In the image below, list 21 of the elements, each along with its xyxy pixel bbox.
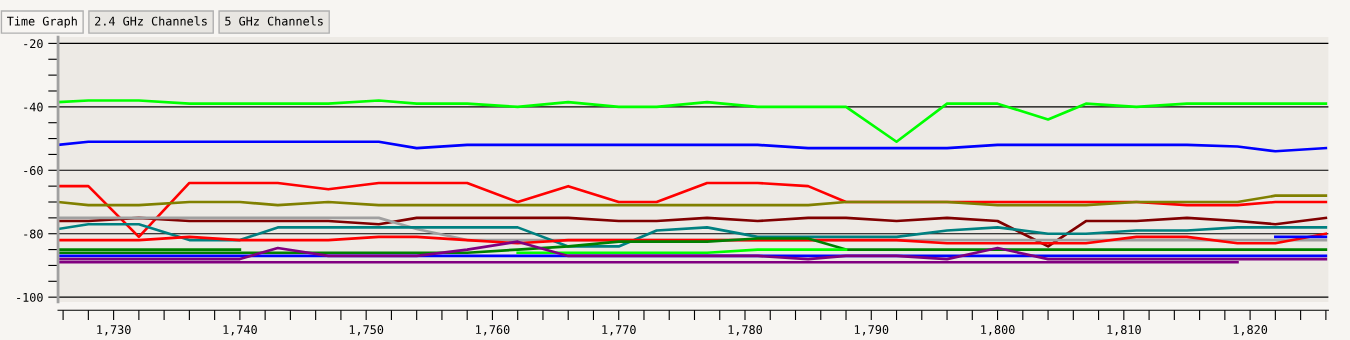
y-tick-label: -20 bbox=[24, 39, 43, 49]
text: 2.4 GHz Channels bbox=[95, 16, 207, 26]
x-tick-label: 1,800 bbox=[981, 325, 1015, 336]
text: Time Graph bbox=[7, 16, 77, 28]
text: 5 GHz Channels bbox=[225, 16, 323, 26]
x-tick-label: 1,820 bbox=[1233, 325, 1268, 336]
y-tick-label: -100 bbox=[17, 292, 43, 302]
line-series bbox=[58, 140, 1328, 153]
x-tick-label: 1,780 bbox=[728, 325, 762, 336]
y-tick-label: -60 bbox=[24, 166, 43, 175]
x-tick-label: 1,810 bbox=[1107, 325, 1141, 336]
x-tick-label: 1,730 bbox=[97, 325, 131, 336]
line-series bbox=[58, 237, 1328, 255]
x-tick-label: 1,750 bbox=[349, 325, 384, 336]
x-tick-label: 1,740 bbox=[223, 325, 257, 336]
x-tick-label: 1,760 bbox=[476, 325, 510, 336]
y-tick-label: -40 bbox=[24, 102, 43, 112]
x-tick-label: 1,770 bbox=[602, 325, 636, 336]
y-tick-label: -80 bbox=[24, 229, 43, 239]
line-series bbox=[58, 240, 1328, 261]
x-tick-label: 1,790 bbox=[854, 325, 889, 336]
